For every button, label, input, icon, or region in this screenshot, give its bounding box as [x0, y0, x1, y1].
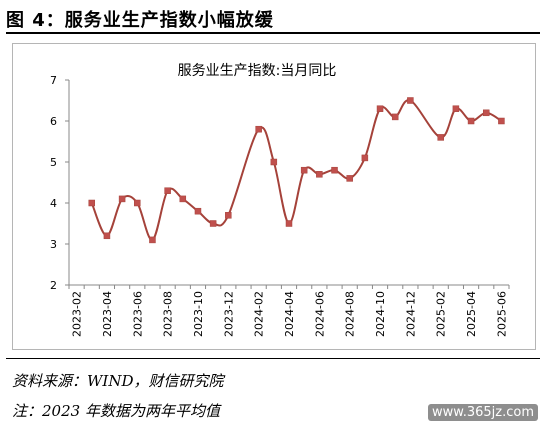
x-tick-label: 2024-02	[253, 291, 266, 337]
source-note: 资料来源：WIND，财信研究院	[12, 372, 224, 390]
top-rule	[6, 32, 540, 34]
data-point	[361, 154, 369, 162]
x-tick-label: 2025-02	[435, 291, 448, 337]
x-tick-label: 2024-10	[374, 291, 387, 337]
chart-frame: 服务业生产指数:当月同比 2 3 4 5 6 7 2023-02 2023-04 2023-06…	[12, 43, 536, 350]
y-tick-label: 2	[50, 279, 57, 292]
data-point	[498, 117, 505, 125]
x-tick-label: 2023-06	[131, 291, 144, 337]
figure-title: 图 4：服务业生产指数小幅放缓	[6, 10, 274, 31]
data-point	[209, 220, 217, 227]
bottom-rule	[6, 358, 540, 359]
series-line	[90, 99, 502, 241]
data-point	[164, 187, 171, 194]
line-chart: 服务业生产指数:当月同比 2 3 4 5 6 7 2023-02 2023-04 2023-06…	[50, 63, 510, 337]
data-point	[391, 113, 399, 121]
data-point	[179, 195, 187, 203]
x-tick-label: 2023-08	[162, 291, 175, 337]
data-point	[452, 105, 460, 112]
x-tick-label: 2024-06	[313, 291, 326, 337]
y-tick-label: 4	[50, 197, 57, 210]
footnote: 注：2023 年数据为两年平均值	[12, 402, 220, 420]
data-point	[149, 236, 156, 244]
data-point	[482, 109, 490, 117]
data-point	[331, 166, 338, 174]
x-tick-label: 2025-06	[495, 291, 508, 337]
data-point	[300, 166, 308, 174]
y-tick-label: 7	[50, 74, 57, 87]
data-point	[134, 199, 141, 207]
x-tick-label: 2023-12	[222, 291, 235, 337]
data-point	[316, 171, 323, 178]
y-tick-label: 5	[50, 156, 57, 169]
x-tick-label: 2024-08	[344, 291, 357, 337]
data-point	[255, 125, 262, 133]
watermark: www.365jz.com	[428, 404, 538, 421]
data-point	[467, 117, 475, 125]
data-point	[407, 97, 414, 104]
data-point	[285, 220, 293, 227]
data-point	[376, 105, 384, 112]
data-point	[346, 175, 353, 182]
x-tick-label: 2025-04	[465, 291, 478, 337]
data-point	[118, 195, 126, 203]
data-point	[88, 199, 96, 207]
x-tick-label: 2023-10	[192, 291, 205, 337]
x-tick-label: 2023-02	[71, 291, 84, 337]
x-tick-label: 2023-04	[101, 291, 114, 337]
x-tick-label: 2024-04	[283, 291, 296, 337]
data-point	[437, 134, 444, 141]
data-point	[270, 158, 278, 166]
y-tick-label: 6	[50, 115, 57, 128]
y-tick-label: 3	[50, 238, 57, 251]
data-point	[103, 232, 111, 240]
x-tick-label: 2024-12	[404, 291, 417, 337]
chart-title: 服务业生产指数:当月同比	[178, 63, 337, 79]
data-point	[225, 212, 232, 219]
data-point	[194, 207, 202, 215]
